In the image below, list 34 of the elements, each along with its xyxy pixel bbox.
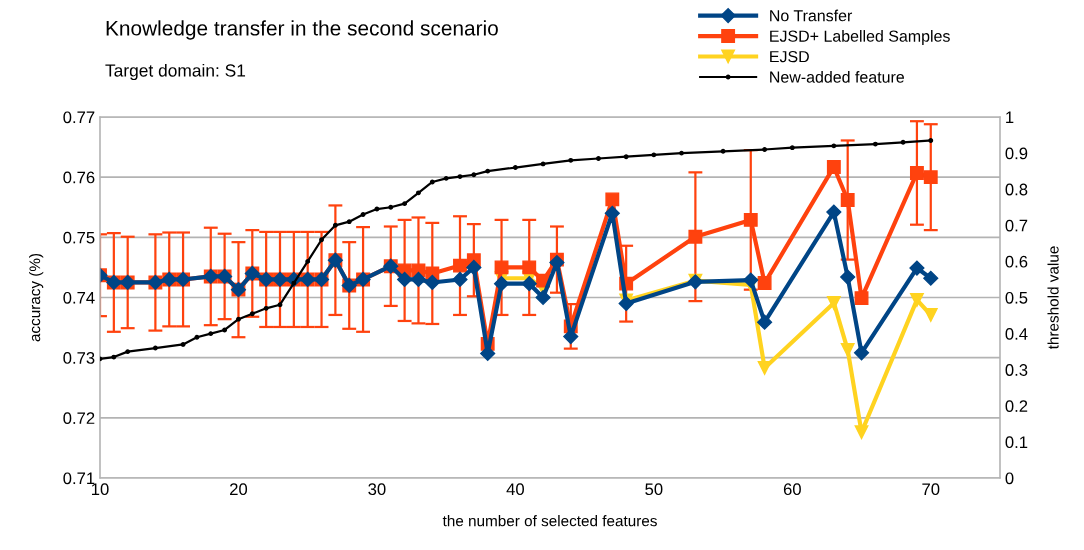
y-axis-title: accuracy (%) [29,253,44,342]
y2-tick-label: 0.8 [1005,183,1028,196]
y2-axis-title: threshold value [1047,246,1059,350]
y-tick-label: 0.77 [63,111,95,124]
y2-tick-label: 0.7 [1005,219,1028,232]
chart-title: Knowledge transfer in the second scenario [106,20,498,40]
y2-tick-label: 0.3 [1005,364,1028,376]
legend-label: No Transfer [770,9,853,22]
x-tick-label: 10 [92,483,109,496]
y2-tick-label: 0.2 [1005,400,1028,412]
y-tick-label: 0.74 [63,291,95,304]
y2-tick-label: 0.4 [1005,328,1028,340]
y2-tick-label: 0.9 [1005,147,1028,160]
x-tick-label: 20 [230,483,248,496]
legend-label: New-added feature [770,71,904,83]
chart-subtitle: Target domain: S1 [105,63,246,81]
y2-tick-label: 0.1 [1005,436,1028,449]
x-tick-label: 40 [506,483,524,496]
y-tick-label: 0.73 [63,352,95,364]
x-tick-label: 70 [922,483,940,496]
y-tick-label: 0.71 [63,472,95,485]
y2-tick-label: 0.5 [1005,291,1028,304]
x-tick-label: 30 [368,483,386,496]
y-tick-label: 0.76 [63,171,95,184]
y-tick-label: 0.75 [63,231,95,244]
x-tick-label: 50 [645,483,663,496]
y2-tick-label: 0 [1005,472,1014,485]
x-tick-label: 60 [783,483,801,496]
legend-label: EJSD [770,50,809,63]
x-axis-title: the number of selected features [442,515,657,527]
y2-tick-label: 1 [1006,111,1014,124]
legend-label: EJSD+ Labelled Samples [770,30,950,45]
y-tick-label: 0.72 [63,412,95,425]
y2-tick-label: 0.6 [1005,255,1028,268]
